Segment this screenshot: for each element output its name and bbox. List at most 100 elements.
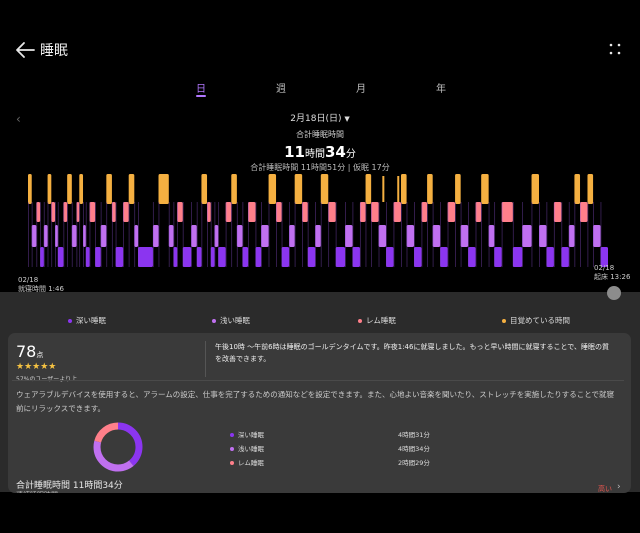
stage-connector <box>414 202 415 267</box>
stage-connector <box>138 202 139 267</box>
stage-connector <box>36 202 38 267</box>
stage-connector <box>546 202 548 267</box>
sleep-stage-bar <box>89 202 96 222</box>
sleep-stage-bar <box>207 202 211 222</box>
sleep-stage-bar <box>210 247 215 267</box>
legend-rem: レム睡眠 <box>358 315 396 326</box>
stage-connector <box>386 202 387 267</box>
date-selector[interactable]: 2月18日(日) ▼ <box>0 111 640 124</box>
sleep-stage-bar <box>196 247 202 267</box>
sleep-stage-bar <box>328 202 336 222</box>
stage-connector <box>31 202 33 267</box>
stage-connector <box>538 202 540 267</box>
sleep-stage-bar <box>57 247 64 267</box>
stage-connector <box>95 202 96 267</box>
chart-start-label: 02/18 就寝時間 1:46 <box>18 276 64 293</box>
stage-connector <box>214 202 216 267</box>
stage-connector <box>488 202 490 267</box>
sleep-stage-bar <box>76 202 80 222</box>
stage-connector <box>352 202 354 267</box>
stage-connector <box>51 202 53 267</box>
back-arrow-icon[interactable] <box>14 40 36 60</box>
scrubber-handle[interactable] <box>607 286 621 300</box>
sleep-stage-bar <box>400 174 407 204</box>
stage-connector <box>460 202 462 267</box>
stage-connector <box>359 202 361 267</box>
sleep-stage-bar <box>320 174 329 204</box>
stage-connector <box>85 202 87 267</box>
sleep-stage-bar <box>365 174 372 204</box>
sleep-stage-bar <box>468 247 476 267</box>
sleep-stage-bar <box>455 174 461 204</box>
stage-connector <box>447 202 449 267</box>
breakdown-row-rem: レム睡眠 2時間29分 <box>230 457 430 467</box>
sleep-stage-bar <box>261 225 269 247</box>
stage-connector <box>207 202 208 267</box>
stage-connector <box>40 202 41 267</box>
stage-connector <box>100 202 102 267</box>
chevron-right-icon[interactable]: › <box>617 482 621 492</box>
stage-connector <box>225 202 227 267</box>
more-link[interactable]: 高い <box>598 485 612 493</box>
stage-connector <box>168 202 170 267</box>
sleep-stage-bar <box>123 202 129 222</box>
awake-mark <box>397 176 400 202</box>
tab-year[interactable]: 年 <box>436 84 446 95</box>
sleep-stage-bar <box>276 202 282 222</box>
stage-connector <box>315 202 317 267</box>
sleep-stage-bar <box>475 202 482 222</box>
sleep-stage-bar <box>152 225 159 247</box>
more-options-icon[interactable] <box>609 43 621 55</box>
sleep-stage-bar <box>378 225 387 247</box>
stage-connector <box>587 202 589 267</box>
sleep-stage-bar <box>63 202 68 222</box>
stage-connector <box>421 202 423 267</box>
stage-connector <box>289 202 290 267</box>
stage-connector <box>182 202 184 267</box>
awake-mark <box>382 176 385 202</box>
stage-connector <box>55 202 56 267</box>
tab-month[interactable]: 月 <box>356 84 366 95</box>
stage-connector <box>115 202 117 267</box>
stage-connector <box>302 202 303 267</box>
dropdown-arrow-icon: ▼ <box>344 115 350 123</box>
previous-day-icon[interactable]: ‹ <box>16 112 21 126</box>
sleep-stage-bar <box>268 174 277 204</box>
tab-week[interactable]: 週 <box>276 84 286 95</box>
sleep-stage-bar <box>587 174 594 204</box>
sleep-stage-bar <box>488 225 495 247</box>
bottom-cut-line: 連続睡眠時間 … <box>16 490 67 493</box>
star-rating: ★★★★★ <box>16 362 57 372</box>
stage-connector <box>522 202 524 267</box>
stage-connector <box>400 202 402 267</box>
tab-day[interactable]: 日 <box>196 84 206 95</box>
sleep-stage-bar <box>440 247 448 267</box>
stage-connector <box>393 202 395 267</box>
stage-connector <box>561 202 563 267</box>
sleep-message: 午後10時 ～午前6時は睡眠のゴールデンタイムです。昨夜1:46に就寝しました。… <box>215 343 609 363</box>
sleep-stage-bar <box>28 174 32 204</box>
stage-connector <box>57 202 59 267</box>
sleep-stage-bar <box>67 174 72 204</box>
stage-connector <box>47 202 49 267</box>
sleep-stage-bar <box>214 225 219 247</box>
stage-connector <box>365 202 367 267</box>
stage-connector <box>71 202 73 267</box>
legend-awake: 目覚めている時間 <box>502 315 570 326</box>
stage-connector <box>328 202 330 267</box>
sleep-stage-bar <box>168 225 174 247</box>
stage-connector <box>210 202 212 267</box>
legend-light: 浅い睡眠 <box>212 315 250 326</box>
stage-connector <box>196 202 198 267</box>
stage-connector <box>593 202 594 267</box>
sleep-stage-bar <box>134 225 139 247</box>
stage-connector <box>307 202 309 267</box>
vertical-divider <box>205 341 206 377</box>
sleep-stage-bar <box>255 247 262 267</box>
sleep-stage-bar <box>95 247 101 267</box>
stage-connector <box>43 202 45 267</box>
tab-active-indicator <box>196 95 206 97</box>
stage-connector <box>28 202 29 267</box>
legend-deep: 深い睡眠 <box>68 315 106 326</box>
sleep-stage-bar <box>231 174 237 204</box>
